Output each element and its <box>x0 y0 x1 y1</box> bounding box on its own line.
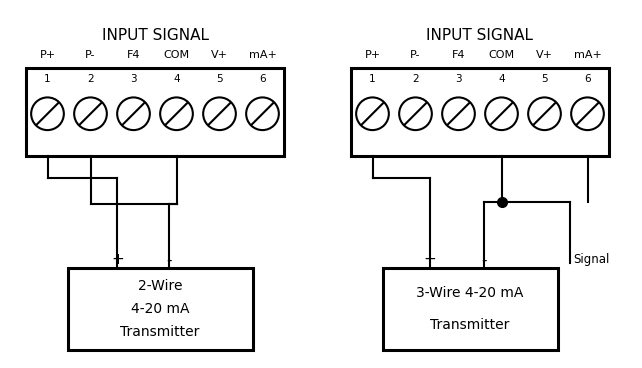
Text: 5: 5 <box>216 74 223 84</box>
Text: P+: P+ <box>365 50 381 60</box>
Text: F4: F4 <box>452 50 465 60</box>
Circle shape <box>117 98 150 130</box>
Circle shape <box>356 98 389 130</box>
Bar <box>26 68 284 156</box>
Text: F4: F4 <box>126 50 140 60</box>
Text: 4: 4 <box>173 74 180 84</box>
Text: 3: 3 <box>455 74 462 84</box>
Text: 1: 1 <box>44 74 51 84</box>
Text: 6: 6 <box>584 74 591 84</box>
Bar <box>351 68 609 156</box>
Circle shape <box>246 98 279 130</box>
Text: V+: V+ <box>536 50 553 60</box>
Text: 3-Wire 4-20 mA: 3-Wire 4-20 mA <box>416 286 524 300</box>
Text: 6: 6 <box>259 74 266 84</box>
Circle shape <box>31 98 64 130</box>
Text: P-: P- <box>85 50 96 60</box>
Text: 3: 3 <box>130 74 137 84</box>
Circle shape <box>160 98 193 130</box>
Circle shape <box>571 98 604 130</box>
Bar <box>67 268 252 350</box>
Text: mA+: mA+ <box>573 50 602 60</box>
Text: INPUT SIGNAL: INPUT SIGNAL <box>426 28 534 43</box>
Text: INPUT SIGNAL: INPUT SIGNAL <box>101 28 209 43</box>
Circle shape <box>485 98 518 130</box>
Text: COM: COM <box>164 50 189 60</box>
Text: +: + <box>111 252 124 268</box>
Text: -: - <box>166 252 172 268</box>
Text: 4-20 mA: 4-20 mA <box>131 302 189 316</box>
Text: 5: 5 <box>541 74 548 84</box>
Text: P+: P+ <box>39 50 56 60</box>
Text: 2: 2 <box>87 74 94 84</box>
Bar <box>383 268 557 350</box>
Text: Signal: Signal <box>573 254 610 266</box>
Text: +: + <box>423 252 436 268</box>
Circle shape <box>399 98 432 130</box>
Text: Transmitter: Transmitter <box>120 325 200 339</box>
Text: COM: COM <box>489 50 514 60</box>
Circle shape <box>203 98 236 130</box>
Text: P-: P- <box>410 50 421 60</box>
Text: 2-Wire: 2-Wire <box>138 279 182 293</box>
Text: 4: 4 <box>498 74 505 84</box>
Text: V+: V+ <box>211 50 228 60</box>
Text: 1: 1 <box>369 74 376 84</box>
Circle shape <box>74 98 107 130</box>
Circle shape <box>442 98 475 130</box>
Circle shape <box>528 98 561 130</box>
Text: mA+: mA+ <box>248 50 277 60</box>
Text: 2: 2 <box>412 74 419 84</box>
Text: -: - <box>482 252 487 268</box>
Text: Transmitter: Transmitter <box>430 318 510 332</box>
